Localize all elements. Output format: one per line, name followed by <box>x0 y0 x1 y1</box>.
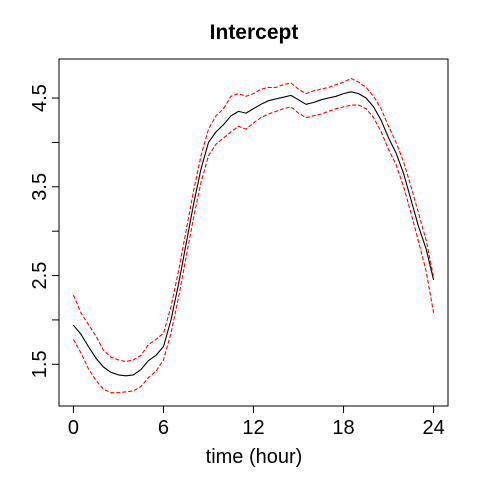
y-tick-label: 2.5 <box>29 262 51 290</box>
y-axis-ticks: 1.5 2.5 3.5 4.5 <box>29 84 59 378</box>
series-layer <box>72 77 435 394</box>
chart-title: Intercept <box>210 21 299 44</box>
x-tick-label: 12 <box>242 417 264 439</box>
x-tick-label: 18 <box>332 417 354 439</box>
x-tick-label: 24 <box>422 417 444 439</box>
x-axis-ticks: 0 6 12 18 24 <box>68 406 445 439</box>
x-tick-label: 0 <box>68 417 79 439</box>
estimate-line <box>72 91 435 377</box>
x-axis-label: time (hour) <box>206 446 303 468</box>
x-tick-label: 6 <box>158 417 169 439</box>
y-tick-label: 1.5 <box>29 350 51 378</box>
y-tick-label: 3.5 <box>29 173 51 201</box>
y-tick-label: 4.5 <box>29 84 51 112</box>
confidence-band-line <box>72 104 435 394</box>
confidence-band-line <box>72 77 435 363</box>
